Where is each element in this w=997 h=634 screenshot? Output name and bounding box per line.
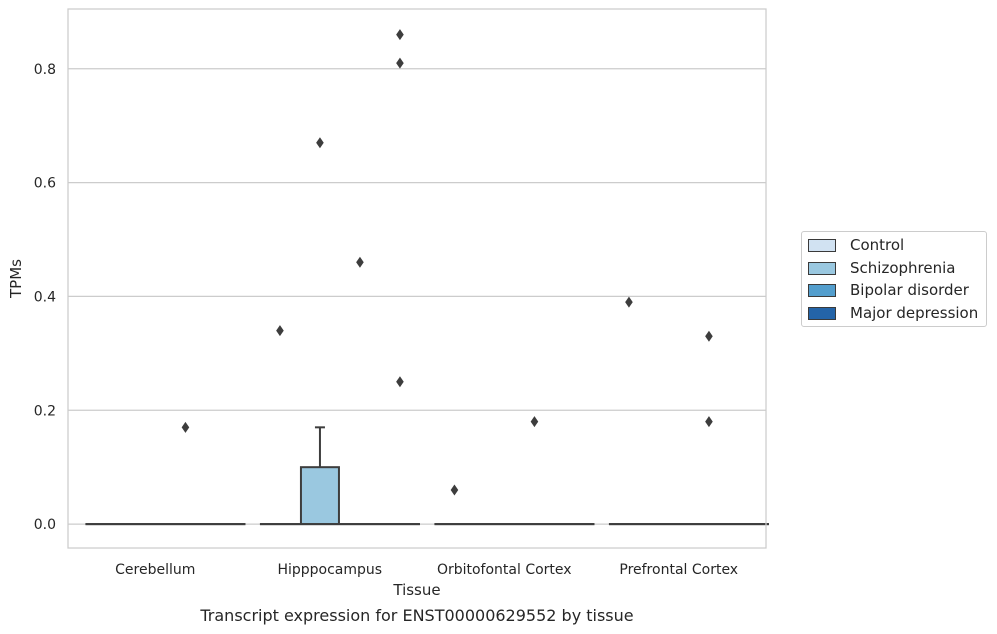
outlier-point (705, 330, 713, 342)
legend-swatch-major-depression (808, 306, 836, 320)
legend-label-major-depression: Major depression (850, 304, 979, 322)
legend-label-schizophrenia: Schizophrenia (850, 259, 956, 277)
outlier-point (705, 416, 713, 428)
x-tick-label: Hipppocampus (277, 562, 382, 578)
legend-item-schizophrenia: Schizophrenia (808, 257, 955, 279)
legend-label-bipolar-disorder: Bipolar disorder (850, 281, 969, 299)
y-tick-label: 0.0 (34, 517, 56, 533)
legend-swatch-control (808, 238, 836, 252)
legend-label-control: Control (850, 236, 905, 254)
y-tick-label: 0.2 (34, 403, 56, 419)
x-tick-label: Orbitofontal Cortex (437, 562, 572, 578)
legend: Control Schizophrenia Bipolar disorder M… (801, 231, 987, 327)
legend-swatch-bipolar-disorder (808, 283, 836, 297)
box-hipppocampus-schizophrenia (299, 137, 340, 526)
legend-swatch-schizophrenia (808, 261, 836, 275)
outlier-point (316, 137, 324, 149)
outlier-point (276, 325, 284, 337)
box-orbitofontal-cortex-control (434, 484, 475, 526)
legend-item-bipolar-disorder: Bipolar disorder (808, 279, 969, 301)
box-cerebellum-bipolar-disorder (165, 421, 206, 526)
outlier-point (181, 421, 190, 433)
plot-marks (85, 29, 769, 526)
outlier-point (396, 57, 404, 69)
outlier-point (625, 296, 633, 308)
y-tick-label: 0.4 (34, 289, 56, 305)
box-hipppocampus-control (259, 325, 300, 526)
x-tick-labels: Cerebellum Hipppocampus Orbitofontal Corte… (115, 562, 738, 578)
y-axis-title: TPMs (7, 259, 25, 299)
gridlines (68, 68, 766, 525)
box-hipppocampus-bipolar-disorder (339, 256, 380, 526)
x-tick-label: Cerebellum (115, 562, 195, 578)
plot-frame (67, 8, 767, 549)
box-body (299, 466, 340, 526)
legend-item-control: Control (808, 234, 904, 256)
outlier-point (356, 256, 364, 268)
y-tick-labels: 0.0 0.2 0.4 0.6 0.8 (34, 62, 56, 533)
outlier-point (450, 484, 459, 496)
box-orbitofontal-cortex-bipolar-disorder (514, 416, 555, 526)
outlier-point (396, 376, 404, 388)
y-tick-label: 0.6 (34, 176, 56, 192)
x-axis-title: Tissue (392, 581, 440, 599)
legend-item-major-depression: Major depression (808, 302, 978, 324)
x-tick-label: Prefrontal Cortex (619, 562, 738, 578)
outlier-point (530, 416, 539, 428)
box-prefrontal-cortex-control (608, 296, 649, 526)
box-hipppocampus-major-depression (379, 29, 420, 526)
figure-caption: Transcript expression for ENST0000062955… (200, 606, 634, 625)
y-tick-label: 0.8 (34, 62, 56, 78)
outlier-point (396, 29, 404, 41)
box-prefrontal-cortex-bipolar-disorder (688, 330, 729, 526)
